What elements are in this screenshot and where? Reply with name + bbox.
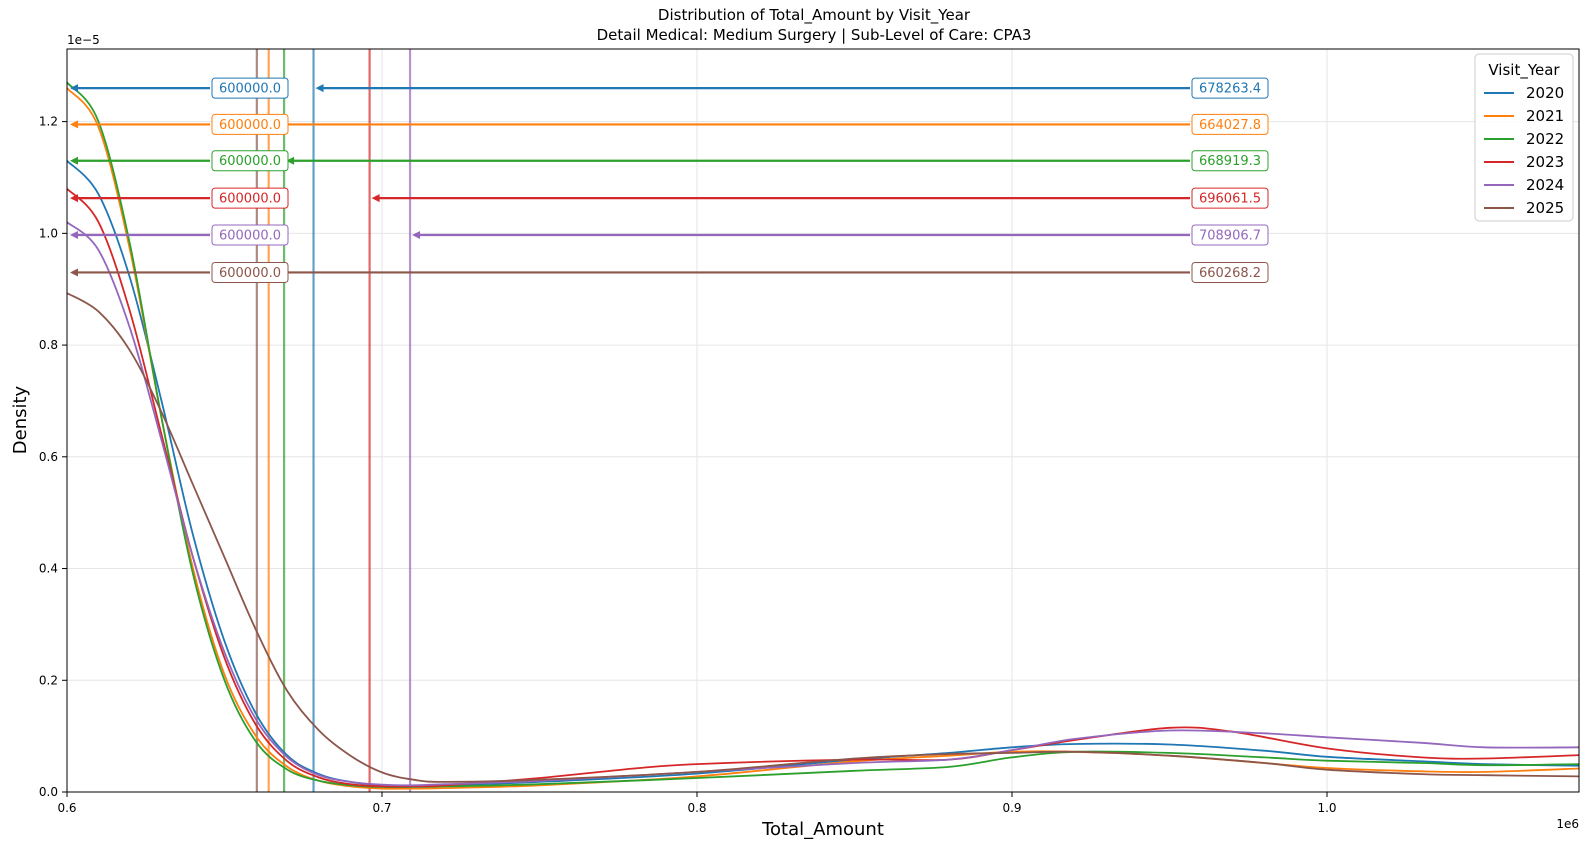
y-axis-ticks: 0.0 0.2 0.4 0.6 0.8 1.0 1.2: [39, 115, 67, 799]
min-label-2023: 600000.0: [219, 192, 281, 207]
x-tick-label: 0.7: [372, 801, 391, 815]
y-tick-label: 0.0: [39, 785, 58, 799]
x-axis-ticks: 0.6 0.7 0.8 0.9 1.0: [57, 792, 1337, 815]
mean-label-2020: 678263.4: [1199, 82, 1261, 97]
mean-label-2022: 668919.3: [1199, 154, 1261, 169]
min-label-box-2025: [211, 261, 289, 283]
annotations: 600000.0 678263.4 600000.0 664027.8 600000.0…: [70, 77, 1269, 283]
y-offset-label: 1e−5: [67, 33, 100, 47]
min-arrowhead-2022: [70, 156, 78, 165]
density-curve-2025: [66, 292, 1580, 783]
mean-label-2021: 664027.8: [1199, 118, 1261, 133]
density-curves: [66, 81, 1580, 790]
mean-label-2024: 708906.7: [1199, 229, 1261, 244]
grid: [66, 49, 1579, 793]
min-arrowhead-2025: [70, 268, 78, 277]
legend-label-2025: 2025: [1526, 199, 1564, 217]
min-label-2021: 600000.0: [219, 118, 281, 133]
mean-label-box-2022: [1191, 150, 1269, 172]
mean-arrowhead-2020: [315, 84, 324, 93]
legend-label-2021: 2021: [1526, 107, 1564, 125]
mean-label-box-2021: [1191, 113, 1269, 135]
min-label-box-2023: [211, 187, 289, 209]
min-label-box-2024: [211, 224, 289, 246]
x-tick-label: 0.9: [1002, 801, 1021, 815]
mean-label-box-2023: [1191, 187, 1269, 209]
legend-label-2023: 2023: [1526, 153, 1564, 171]
density-curve-2024: [66, 221, 1580, 787]
legend-box: [1474, 53, 1574, 222]
x-tick-label: 0.6: [57, 801, 76, 815]
mean-label-2023: 696061.5: [1199, 192, 1261, 207]
y-tick-label: 0.4: [39, 562, 58, 576]
y-tick-label: 0.2: [39, 673, 58, 687]
legend-label-2020: 2020: [1526, 84, 1564, 102]
min-label-2024: 600000.0: [219, 229, 281, 244]
min-arrowhead-2020: [70, 84, 78, 93]
plot-frame: [66, 48, 1580, 793]
mean-label-box-2020: [1191, 77, 1269, 99]
y-tick-label: 1.2: [39, 115, 58, 129]
chart-subtitle: Detail Medical: Medium Surgery | Sub-Lev…: [597, 26, 1032, 44]
y-tick-label: 0.8: [39, 338, 58, 352]
min-label-2025: 600000.0: [219, 266, 281, 281]
y-tick-label: 1.0: [39, 226, 58, 240]
mean-arrowhead-2024: [412, 231, 421, 240]
mean-lines: [255, 49, 412, 792]
x-tick-label: 0.8: [687, 801, 706, 815]
x-tick-label: 1.0: [1317, 801, 1336, 815]
x-offset-label: 1e6: [1556, 817, 1579, 831]
min-arrowhead-2021: [70, 120, 78, 129]
legend-label-2022: 2022: [1526, 130, 1564, 148]
legend-title: Visit_Year: [1488, 61, 1560, 80]
y-tick-label: 0.6: [39, 450, 58, 464]
mean-label-2025: 660268.2: [1199, 266, 1261, 281]
mean-label-box-2024: [1191, 224, 1269, 246]
min-label-box-2020: [211, 77, 289, 99]
min-label-2022: 600000.0: [219, 154, 281, 169]
mean-label-box-2025: [1191, 261, 1269, 283]
legend-label-2024: 2024: [1526, 176, 1564, 194]
min-arrowhead-2023: [70, 194, 78, 203]
min-arrowhead-2024: [70, 231, 78, 240]
min-label-2020: 600000.0: [219, 82, 281, 97]
legend: Visit_Year 2020 2021 2022 2023 2024 2025: [1474, 53, 1574, 222]
y-axis-label: Density: [10, 385, 31, 454]
x-axis-label: Total_Amount: [761, 819, 884, 840]
min-label-box-2022: [211, 150, 289, 172]
mean-arrowhead-2022: [286, 156, 295, 165]
mean-arrowhead-2023: [371, 194, 380, 203]
chart-title: Distribution of Total_Amount by Visit_Ye…: [658, 6, 971, 25]
min-label-box-2021: [211, 113, 289, 135]
